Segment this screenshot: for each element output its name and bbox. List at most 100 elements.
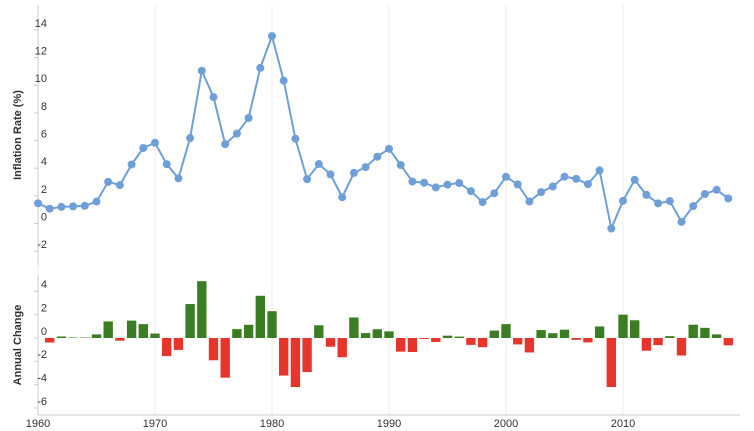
bar: [513, 338, 523, 345]
bar: [501, 324, 511, 338]
bar: [103, 321, 113, 338]
bar: [571, 338, 581, 340]
point: [326, 170, 335, 179]
bar: [126, 320, 137, 338]
bar: [665, 336, 675, 338]
point: [665, 197, 674, 206]
bar: [653, 338, 663, 346]
point: [689, 202, 698, 211]
bar: [279, 338, 289, 376]
bar: [255, 295, 265, 338]
bar: [314, 325, 324, 338]
point: [630, 175, 639, 184]
point: [104, 177, 113, 186]
point: [455, 178, 464, 187]
point: [279, 76, 288, 85]
bar: [489, 330, 499, 338]
point: [431, 183, 440, 192]
point: [525, 197, 534, 206]
point: [314, 160, 323, 169]
bar: [594, 326, 605, 338]
bar: [91, 334, 102, 338]
y-tick-label: 6: [41, 128, 47, 140]
bar: [641, 338, 652, 351]
point: [244, 113, 253, 122]
point: [502, 172, 510, 181]
bar: [442, 335, 453, 338]
bar: [700, 327, 710, 338]
y-tick-label: -6: [37, 396, 47, 408]
point: [45, 204, 54, 213]
point: [700, 190, 709, 199]
bar: [524, 338, 535, 353]
point: [607, 224, 616, 233]
y-axis-title: Annual Change: [12, 305, 24, 386]
bar: [419, 338, 429, 339]
point: [396, 161, 405, 170]
bar: [466, 338, 476, 345]
point: [139, 144, 148, 152]
bar: [396, 338, 406, 352]
bar: [302, 338, 312, 373]
bar: [325, 338, 336, 347]
y-tick-label: -2: [37, 239, 47, 251]
point: [595, 166, 604, 175]
y-tick-label: 4: [41, 156, 47, 168]
bar: [548, 333, 558, 338]
point: [385, 144, 393, 153]
point: [466, 187, 475, 196]
bar: [56, 336, 67, 338]
y-tick-label: 14: [35, 18, 47, 30]
point: [420, 178, 429, 187]
bar: [384, 331, 394, 338]
point: [724, 194, 733, 203]
point: [92, 197, 101, 206]
point: [174, 174, 183, 183]
bar: [407, 338, 418, 352]
point: [69, 202, 78, 211]
bar: [243, 324, 254, 338]
bar: [337, 338, 347, 358]
bar: [290, 338, 301, 387]
point: [57, 202, 66, 211]
x-tick-label: 1990: [377, 418, 401, 430]
x-tick-label: 1980: [260, 418, 284, 430]
point: [232, 129, 241, 138]
bar: [185, 304, 195, 338]
bar: [536, 330, 546, 338]
bar: [360, 333, 371, 338]
point: [256, 63, 265, 72]
point: [642, 190, 651, 199]
point: [583, 180, 592, 189]
point: [712, 185, 721, 194]
point: [513, 180, 522, 189]
point: [478, 198, 487, 207]
point: [677, 217, 686, 226]
bar: [711, 334, 722, 338]
point: [373, 152, 382, 161]
bar: [618, 314, 628, 338]
bar: [454, 336, 464, 338]
bar: [630, 320, 640, 338]
point: [186, 134, 195, 143]
bar: [431, 338, 441, 342]
x-tick-label: 2010: [611, 418, 635, 430]
bar: [45, 338, 55, 343]
point: [361, 163, 370, 172]
bar: [232, 329, 242, 338]
point: [34, 199, 42, 208]
bar: [372, 329, 382, 338]
y-axis-title: Inflation Rate (%): [12, 90, 24, 180]
y-tick-label: 0: [41, 211, 47, 223]
y-tick-label: 4: [41, 279, 47, 291]
bar: [688, 324, 698, 338]
bar: [559, 329, 570, 338]
bar: [173, 338, 184, 350]
bar: [208, 338, 219, 361]
x-tick-label: 2000: [494, 418, 518, 430]
x-tick-label: 1960: [26, 418, 50, 430]
y-tick-label: 0: [41, 326, 47, 338]
bar: [349, 317, 359, 338]
point: [291, 134, 300, 143]
bar: [676, 338, 687, 356]
